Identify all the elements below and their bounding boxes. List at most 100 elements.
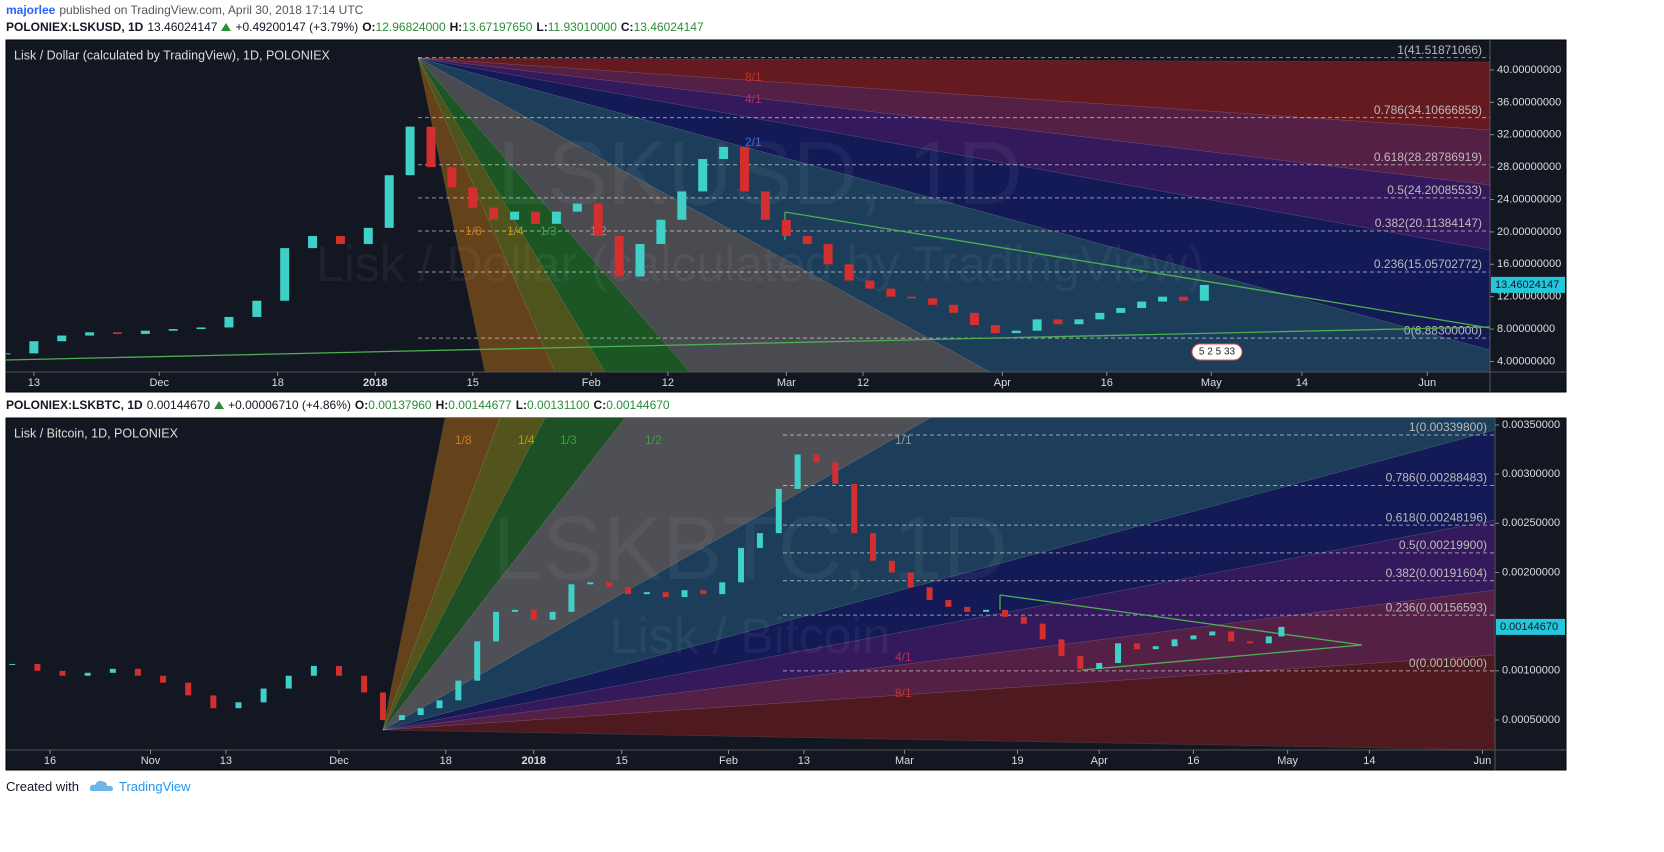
ticker: POLONIEX:LSKBTC, 1D [6,398,143,412]
candle [455,680,462,701]
fan-band [417,57,1490,372]
x-tick-label: 2018 [363,377,387,389]
y-tick-label: 40.00000000 [1497,64,1561,76]
candle [447,167,457,188]
y-tick-label: 0.00100000 [1502,665,1560,677]
x-tick-label: 19 [1011,755,1023,767]
candle [1152,646,1159,650]
candle [1011,330,1021,334]
candle [196,327,206,330]
candle [662,592,669,598]
fib-label: 0.5(0.00219900) [1399,538,1487,552]
watermark: Lisk / Dollar (calculated by TradingView… [316,236,1204,292]
candle [949,304,959,313]
x-tick-label: 15 [467,377,479,389]
x-tick-label: 12 [857,377,869,389]
candle [969,312,979,326]
up-arrow [214,401,225,409]
candle [802,235,812,245]
candle [1133,643,1140,650]
fib-label: 1(41.51871066) [1397,43,1482,57]
candle [530,609,537,620]
x-tick-label: Nov [141,755,161,767]
candle [851,483,858,534]
candle [468,187,478,208]
plot: LSKBTC, 1D Lisk / Bitcoin 1(0.00339800) 0.7… [9,418,1495,750]
candle [493,611,500,642]
ticker-row: POLONIEX:LSKBTC, 1D 0.00144670 +0.00006710… [6,398,670,412]
y-tick-label: 4.00000000 [1497,355,1555,367]
candle [1053,319,1063,325]
candle [417,708,424,716]
y-tick-label: 0.00350000 [1502,419,1560,431]
fib-label: 0(0.00100000) [1409,656,1487,670]
y-tick-label: 20.00000000 [1497,226,1561,238]
event-text: 5 2 5 33 [1199,347,1236,358]
candle [593,203,603,236]
watermark: LSKBTC, 1D [492,499,1007,599]
candle [6,353,11,355]
candle [1228,631,1235,642]
candle [1116,308,1126,313]
x-tick-label: May [1201,377,1222,389]
ohlc-label: O: [362,20,376,34]
candle [405,126,415,176]
x-tick-label: 2018 [522,755,546,767]
candle [112,332,122,334]
x-tick-label: May [1277,755,1298,767]
chart-title: Lisk / Bitcoin, 1D, POLONIEX [14,426,179,440]
plot: LSKUSD, 1D Lisk / Dollar (calculated by T… [6,43,1490,372]
candle [549,611,556,620]
candle [335,665,342,676]
candle [185,682,192,696]
ohlc-value: 0.00144670 [606,398,670,412]
candle [1278,626,1285,637]
fan-band [382,654,1495,750]
ohlc-value: 0.00144677 [448,398,512,412]
last-price-box [1496,618,1565,635]
change: +0.49200147 (+3.79%) [235,20,359,34]
candle [990,325,1000,334]
x-tick-label: 18 [440,755,452,767]
x-tick-label: 13 [28,377,40,389]
candle [260,688,267,703]
ohlc-label: L: [515,398,528,412]
candle [572,203,582,212]
candle [1137,301,1147,309]
candle [1077,656,1084,669]
candle [760,191,770,220]
ohlc-label: C: [593,398,607,412]
candle [1199,284,1209,301]
footer-brand[interactable]: TradingView [118,778,191,794]
candle [1158,296,1168,302]
candle [59,670,66,676]
fan-label: 2/1 [745,135,762,149]
fan-label: 1/8 [455,433,472,447]
candle [886,288,896,297]
candle [1020,616,1027,624]
fib-label: 0.382(0.00191604) [1386,566,1487,580]
candle [1209,631,1216,636]
candle [363,227,373,245]
ohlc-label: O: [354,398,369,412]
ohlc-label: H: [435,398,449,412]
candle [1095,312,1105,320]
x-tick-label: 14 [1296,377,1308,389]
candle [85,332,95,336]
candle [740,146,750,192]
candle [1096,662,1103,669]
fan-label: 8/1 [895,686,912,700]
candle [134,668,141,676]
author[interactable]: majorlee [6,3,56,17]
candle [34,663,41,671]
candle [285,675,292,689]
candle [426,126,436,168]
candle [436,700,443,709]
candle [1178,296,1188,301]
ohlc-value: 12.96824000 [375,20,446,34]
y-tick-label: 12.00000000 [1497,291,1561,303]
candle [738,547,745,583]
x-tick-label: 12 [662,377,674,389]
trend-line [1081,644,1363,671]
